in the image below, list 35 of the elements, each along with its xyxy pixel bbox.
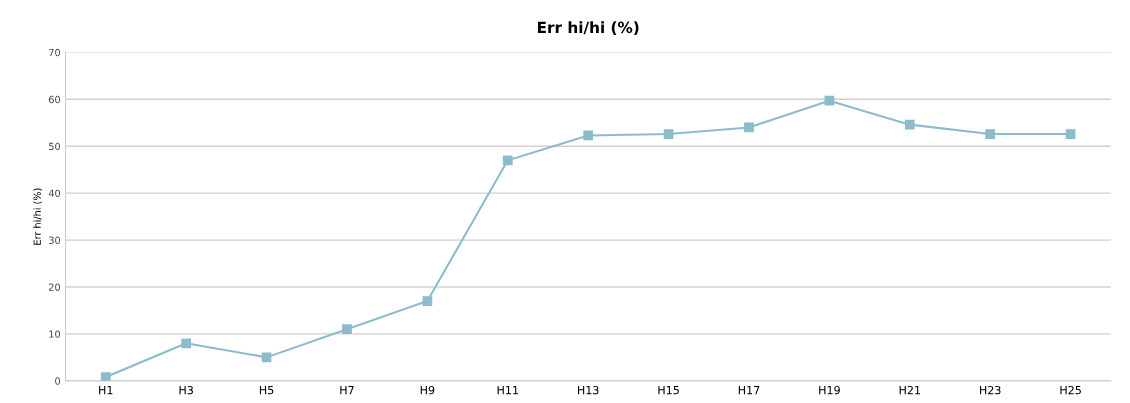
y-tick-label: 10 bbox=[49, 330, 61, 338]
y-tick-label: 50 bbox=[49, 142, 61, 151]
y-tick-label: 30 bbox=[49, 236, 61, 244]
x-tick-label: H15 bbox=[658, 386, 679, 395]
point bbox=[342, 324, 352, 335]
point bbox=[824, 95, 835, 106]
point bbox=[904, 119, 915, 130]
x-tick-label: H21 bbox=[899, 385, 920, 395]
x-tick-label: H19 bbox=[819, 385, 840, 395]
point bbox=[181, 338, 192, 349]
y-axis-title: Err hi/hi (%) bbox=[33, 188, 43, 245]
y-tick-label: 0 bbox=[55, 377, 61, 385]
x-tick-label: H3 bbox=[179, 385, 193, 395]
x-tick-label: H17 bbox=[738, 386, 760, 395]
point bbox=[583, 130, 594, 141]
chart-title: Err hi/hi (%) bbox=[537, 21, 639, 35]
x-tick-label: H7 bbox=[340, 386, 354, 395]
y-tick-label: 20 bbox=[49, 283, 61, 291]
point bbox=[502, 155, 513, 166]
point bbox=[100, 372, 111, 381]
x-tick-label: H13 bbox=[578, 385, 599, 395]
point bbox=[744, 122, 754, 133]
x-tick-label: H9 bbox=[420, 385, 435, 395]
point bbox=[663, 129, 674, 139]
x-tick-label: H25 bbox=[1060, 385, 1081, 395]
x-tick-label: H1 bbox=[99, 386, 113, 395]
y-tick-label: 70 bbox=[49, 48, 61, 57]
y-tick-label: 40 bbox=[48, 189, 61, 197]
x-tick-label: H5 bbox=[259, 386, 274, 395]
x-tick-label: H11 bbox=[497, 386, 518, 395]
x-tick-label: H23 bbox=[980, 385, 1001, 395]
point bbox=[985, 129, 996, 139]
y-tick-label: 60 bbox=[48, 95, 61, 104]
point bbox=[422, 296, 433, 306]
point bbox=[1065, 129, 1076, 139]
